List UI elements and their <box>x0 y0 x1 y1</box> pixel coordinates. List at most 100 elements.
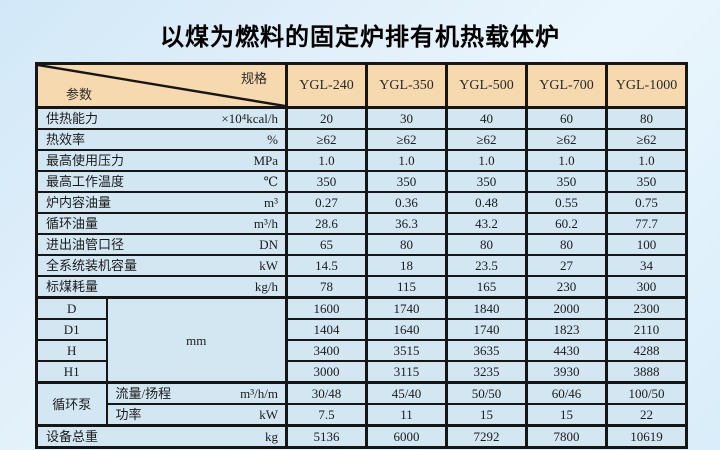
param-cell: 供热能力 ×10⁴kcal/h <box>35 106 288 130</box>
column-header-ygl-240: YGL-240 <box>285 62 368 109</box>
param-unit: m³ <box>263 195 278 210</box>
param-cell: 标煤耗量 kg/h <box>35 275 288 299</box>
spec-value-cell: 23.5 <box>445 254 528 277</box>
table-row: 功率 kW 7.5 11 15 15 22 <box>37 403 688 427</box>
param-unit: % <box>267 132 278 147</box>
spec-value-cell: 1740 <box>365 296 448 320</box>
spec-value-cell: 6000 <box>365 424 448 449</box>
dim-unit-cell: mm <box>105 296 288 384</box>
param-label: 全系统装机容量 <box>46 258 138 273</box>
spec-value-cell: 20 <box>285 106 368 130</box>
param-label: 炉内容油量 <box>46 195 112 210</box>
param-cell: 热效率% <box>35 128 288 151</box>
param-label: 热效率 <box>46 132 86 147</box>
spec-value-cell: 3888 <box>605 360 688 384</box>
spec-value-cell: 65 <box>285 233 368 256</box>
param-cell: 流量/扬程 m³/h/m <box>105 381 288 405</box>
table-row: 全系统装机容量 kW 14.5 18 23.5 27 34 <box>35 254 688 277</box>
table-row: 循环油量 m³/h 28.6 36.3 43.2 60.2 77.7 <box>35 212 688 235</box>
spec-value-cell: 2000 <box>525 296 608 320</box>
param-cell: 全系统装机容量 kW <box>35 254 288 277</box>
spec-value-cell: 2300 <box>605 296 688 320</box>
spec-value-cell: 115 <box>365 275 448 299</box>
spec-value-cell: 36.3 <box>365 212 448 235</box>
spec-value-cell: 1.0 <box>525 149 608 172</box>
spec-value-cell: 350 <box>525 170 608 193</box>
spec-value-cell: 350 <box>285 170 368 193</box>
table-row: 最高使用压力 MPa 1.0 1.0 1.0 1.0 1.0 <box>35 149 688 172</box>
table-row: 最高工作温度 ℃ 350 350 350 350 350 <box>35 170 688 193</box>
spec-value-cell: 5136 <box>285 424 368 449</box>
spec-value-cell: 1740 <box>445 318 528 341</box>
param-label: 最高使用压力 <box>46 153 125 168</box>
param-unit: kW <box>259 407 278 422</box>
spec-table-body: 供热能力 ×10⁴kcal/h 20 30 40 60 80 热效率% ≥62 ≥62 ≥62 ≥62… <box>35 106 688 449</box>
param-label: 最高工作温度 <box>46 174 125 189</box>
param-unit: m³/h/m <box>240 386 278 401</box>
spec-value-cell: 4288 <box>605 339 688 362</box>
param-cell: 最高使用压力 MPa <box>35 149 288 172</box>
dim-label-cell: H <box>35 339 108 362</box>
table-row: 设备总重 kg 5136 6000 7292 7800 10619 <box>35 424 688 449</box>
spec-value-cell: 80 <box>365 233 448 256</box>
param-label: 功率 <box>115 407 142 422</box>
spec-table: 规格 参数 YGL-240 YGL-350 YGL-500 YGL-700 YG… <box>35 62 688 449</box>
spec-value-cell: 30 <box>365 106 448 130</box>
spec-value-cell: ≥62 <box>525 128 608 151</box>
spec-value-cell: ≥62 <box>445 128 528 151</box>
spec-value-cell: 0.75 <box>605 191 688 214</box>
spec-value-cell: 350 <box>445 170 528 193</box>
param-cell: 循环油量 m³/h <box>35 212 288 235</box>
param-unit: kg <box>265 429 278 444</box>
param-cell: 进出油管口径 DN <box>35 233 288 256</box>
spec-value-cell: 43.2 <box>445 212 528 235</box>
spec-value-cell: 40 <box>445 106 528 130</box>
spec-value-cell: 22 <box>605 403 688 427</box>
header-row: 规格 参数 YGL-240 YGL-350 YGL-500 YGL-700 YG… <box>35 62 688 109</box>
spec-value-cell: 77.7 <box>605 212 688 235</box>
spec-value-cell: 78 <box>285 275 368 299</box>
spec-value-cell: 7292 <box>445 424 528 449</box>
spec-value-cell: 3235 <box>445 360 528 384</box>
spec-value-cell: 100/50 <box>605 381 688 405</box>
spec-value-cell: 14.5 <box>285 254 368 277</box>
table-row: 进出油管口径 DN 65 80 80 80 100 <box>35 233 688 256</box>
param-label: 供热能力 <box>46 111 99 126</box>
spec-value-cell: 15 <box>525 403 608 427</box>
dim-label-cell: D <box>35 296 108 320</box>
param-label: 设备总重 <box>46 429 99 444</box>
diagonal-line <box>38 65 284 105</box>
param-cell: 设备总重 kg <box>35 424 288 449</box>
spec-value-cell: 60/46 <box>525 381 608 405</box>
param-unit: ×10⁴kcal/h <box>221 111 278 126</box>
column-header-ygl-350: YGL-350 <box>365 62 448 109</box>
spec-value-cell: 0.27 <box>285 191 368 214</box>
spec-value-cell: 2110 <box>605 318 688 341</box>
pump-group-cell: 循环泵 <box>35 381 108 427</box>
spec-value-cell: 100 <box>605 233 688 256</box>
column-header-ygl-500: YGL-500 <box>445 62 528 109</box>
table-row: H1 3000 3115 3235 3930 3888 <box>35 360 688 384</box>
spec-value-cell: 1.0 <box>285 149 368 172</box>
spec-value-cell: 350 <box>365 170 448 193</box>
spec-value-cell: 15 <box>445 403 528 427</box>
corner-spec-label: 规格 <box>240 71 267 86</box>
spec-value-cell: 350 <box>605 170 688 193</box>
dim-label-cell: D1 <box>35 318 108 341</box>
spec-value-cell: 7.5 <box>285 403 368 427</box>
spec-value-cell: 1600 <box>285 296 368 320</box>
param-cell: 最高工作温度 ℃ <box>35 170 288 193</box>
spec-value-cell: 60.2 <box>525 212 608 235</box>
spec-value-cell: 80 <box>445 233 528 256</box>
table-row: D1 1404 1640 1740 1823 2110 <box>35 318 688 341</box>
column-header-ygl-700: YGL-700 <box>525 62 608 109</box>
param-cell: 炉内容油量 m³ <box>35 191 288 214</box>
table-row: H 3400 3515 3635 4430 4288 <box>35 339 688 362</box>
page-title: 以煤为燃料的固定炉排有机热载体炉 <box>160 24 560 51</box>
spec-value-cell: 1404 <box>285 318 368 341</box>
spec-value-cell: 3115 <box>365 360 448 384</box>
spec-value-cell: 80 <box>605 106 688 130</box>
param-label: 标煤耗量 <box>46 279 99 294</box>
spec-value-cell: ≥62 <box>605 128 688 151</box>
